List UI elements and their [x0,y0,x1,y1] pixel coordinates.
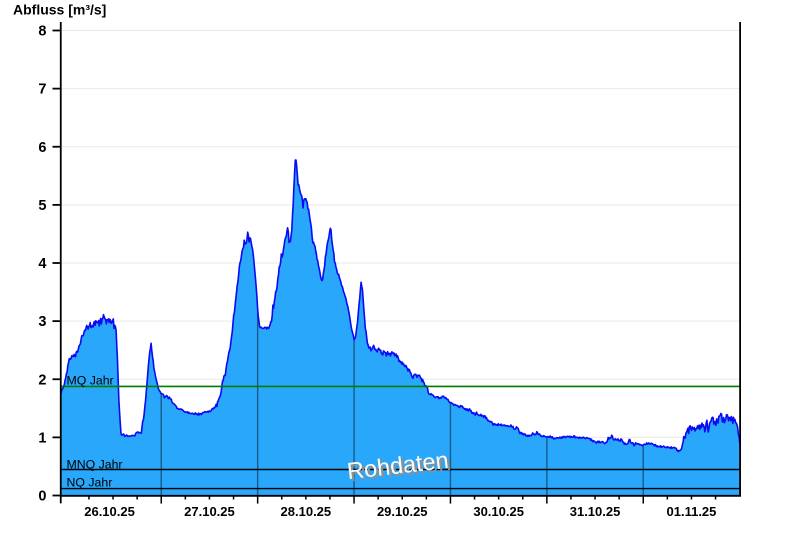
svg-text:0: 0 [38,489,46,505]
svg-text:Abfluss [m³/s]: Abfluss [m³/s] [13,2,106,18]
svg-text:27.10.25: 27.10.25 [184,504,235,519]
svg-text:NQ Jahr: NQ Jahr [67,475,113,489]
svg-text:3: 3 [38,314,46,330]
svg-text:4: 4 [38,256,46,272]
svg-text:26.10.25: 26.10.25 [84,504,135,519]
svg-text:MNQ Jahr: MNQ Jahr [67,457,123,471]
svg-text:1: 1 [38,430,46,446]
svg-text:31.10.25: 31.10.25 [570,504,621,519]
svg-text:MQ Jahr: MQ Jahr [67,373,114,387]
svg-text:8: 8 [38,24,46,40]
svg-text:01.11.25: 01.11.25 [667,504,717,519]
svg-text:5: 5 [38,198,46,214]
svg-text:6: 6 [38,140,46,156]
svg-text:2: 2 [38,372,46,388]
svg-text:7: 7 [38,82,46,98]
svg-text:30.10.25: 30.10.25 [473,504,524,519]
svg-text:28.10.25: 28.10.25 [281,504,332,519]
svg-text:29.10.25: 29.10.25 [377,504,428,519]
